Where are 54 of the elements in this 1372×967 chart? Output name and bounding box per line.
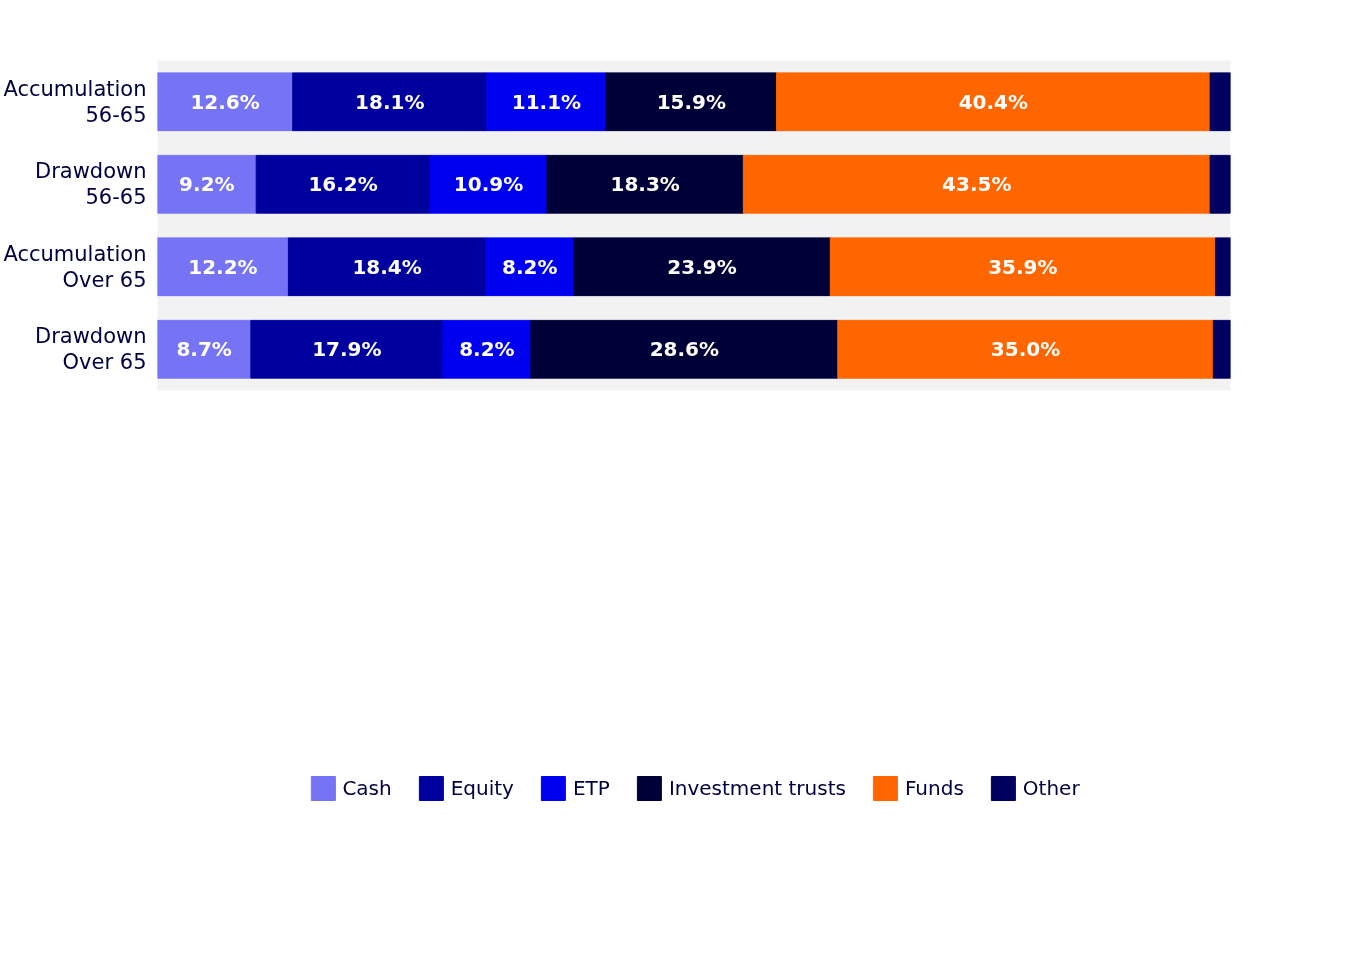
bar: [287, 237, 487, 297]
legend-label: Investment trusts: [668, 775, 846, 800]
data-label: 18.4%: [352, 254, 422, 279]
data-label: 28.6%: [649, 337, 720, 362]
data-label: 35.9%: [988, 254, 1058, 279]
bar: [486, 72, 607, 132]
legend-label: Cash: [342, 775, 392, 800]
data-label: 10.9%: [453, 172, 524, 197]
bar: [255, 154, 431, 214]
bar: [429, 154, 548, 214]
bar: [442, 319, 532, 379]
bar: [1212, 319, 1231, 379]
bar: [157, 72, 294, 132]
bar: [292, 72, 488, 132]
bar: [157, 154, 257, 214]
bar: [573, 237, 831, 297]
data-label: 15.9%: [656, 89, 727, 114]
bar: [829, 237, 1216, 297]
bar: [530, 319, 839, 379]
bar: [1209, 72, 1231, 132]
data-label: 18.3%: [610, 172, 680, 197]
data-label: 18.1%: [355, 89, 425, 114]
data-label: 23.9%: [667, 254, 737, 279]
data-label: 17.9%: [312, 337, 382, 362]
data-label: 11.1%: [511, 89, 582, 114]
data-label: 8.7%: [176, 337, 232, 362]
legend-label: ETP: [572, 775, 610, 800]
data-label: 16.2%: [308, 172, 378, 197]
y-tick-label: Accumulation Over 65: [3, 241, 147, 292]
bar: [776, 72, 1211, 132]
bar: [605, 72, 778, 132]
data-label: 8.2%: [502, 254, 558, 279]
bar: [837, 319, 1214, 379]
legend-label: Other: [1022, 775, 1080, 800]
bar: [157, 237, 289, 297]
bar: [157, 319, 252, 379]
y-tick-label: Accumulation 56-65: [3, 76, 147, 127]
data-label: 12.2%: [188, 254, 258, 279]
legend-label: Funds: [904, 775, 964, 800]
y-tick-label: Drawdown 56-65: [34, 159, 147, 210]
legend-label: Equity: [450, 775, 514, 800]
y-tick-label: Drawdown Over 65: [34, 324, 147, 375]
bar: [546, 154, 744, 214]
data-label: 8.2%: [459, 337, 515, 362]
bar: [485, 237, 575, 297]
bar: [742, 154, 1211, 214]
bar: [1209, 154, 1231, 214]
bar: [250, 319, 444, 379]
data-label: 40.4%: [958, 89, 1029, 114]
data-label: 35.0%: [990, 337, 1061, 362]
bar: [1214, 237, 1231, 297]
data-label: 43.5%: [942, 172, 1012, 197]
data-label: 12.6%: [190, 89, 260, 114]
data-label: 9.2%: [179, 172, 235, 197]
